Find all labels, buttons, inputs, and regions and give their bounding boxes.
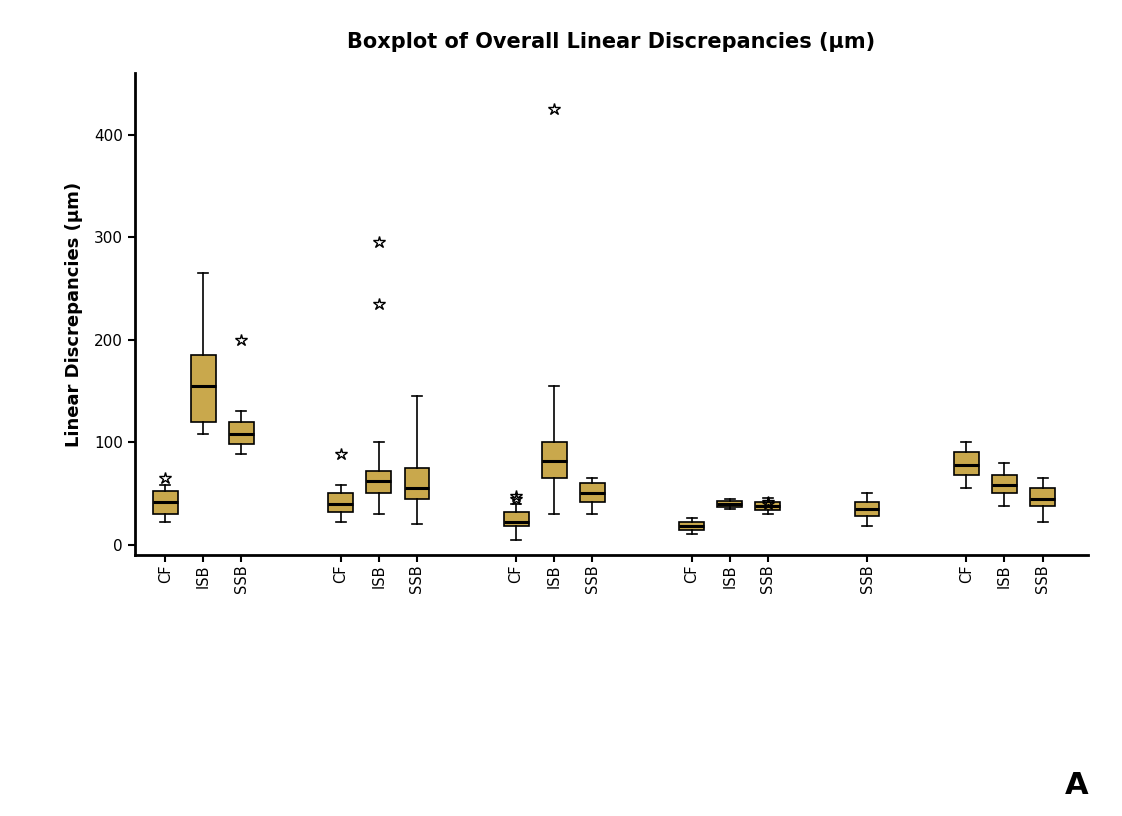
Bar	[367, 471, 392, 494]
Bar	[191, 355, 215, 422]
Bar	[954, 452, 978, 475]
Bar	[405, 468, 430, 499]
Bar	[329, 494, 353, 512]
Bar	[855, 502, 880, 516]
Y-axis label: Linear Discrepancies (μm): Linear Discrepancies (μm)	[65, 182, 83, 446]
Bar	[717, 500, 742, 507]
Bar	[755, 502, 780, 510]
Bar	[580, 483, 605, 502]
Text: A: A	[1065, 770, 1088, 800]
Bar	[992, 475, 1017, 494]
Title: Boxplot of Overall Linear Discrepancies (μm): Boxplot of Overall Linear Discrepancies …	[348, 33, 875, 52]
Bar	[542, 442, 567, 478]
Bar	[504, 512, 528, 526]
Bar	[1030, 488, 1055, 506]
Bar	[229, 422, 254, 444]
Bar	[679, 522, 703, 530]
Bar	[153, 491, 177, 514]
